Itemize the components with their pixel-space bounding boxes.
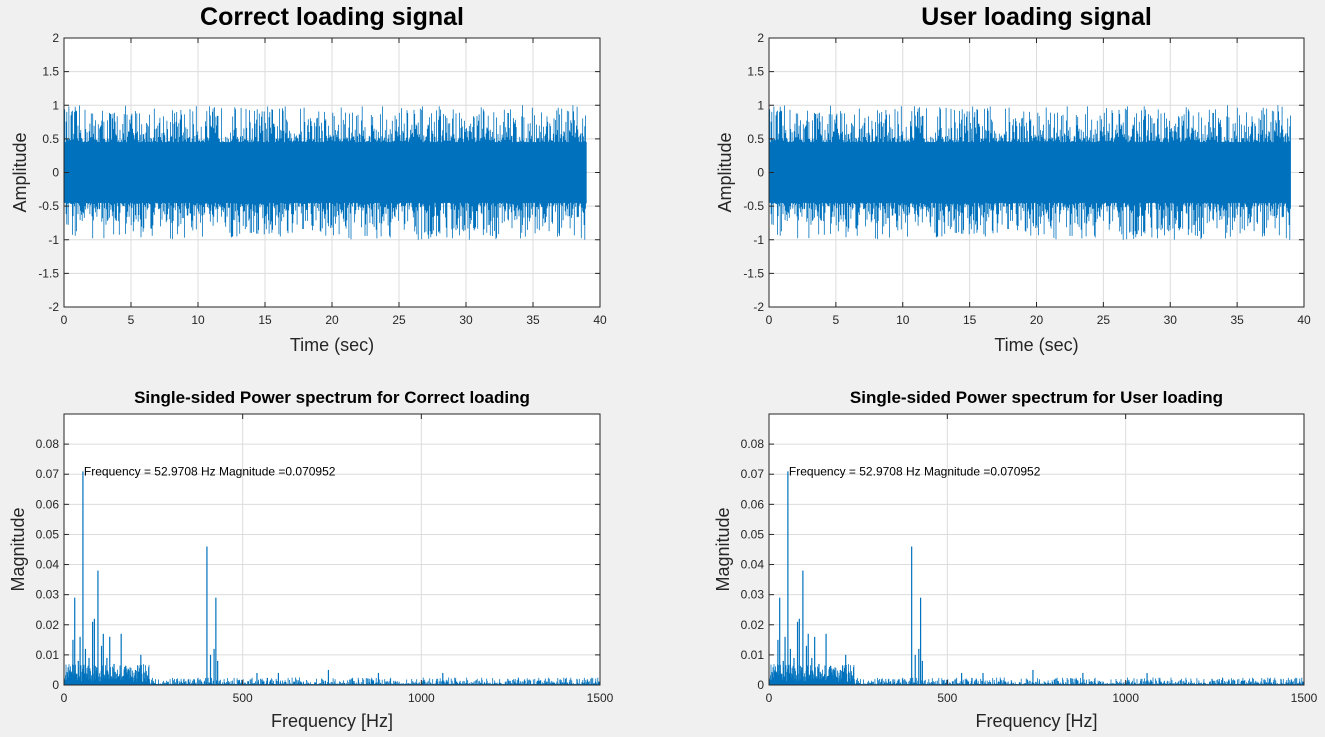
x-tick-label: 1000 <box>408 691 435 705</box>
y-axis-label: Magnitude <box>713 507 733 591</box>
x-tick-label: 500 <box>233 691 253 705</box>
x-tick-label: 0 <box>61 691 68 705</box>
x-tick-label: 0 <box>61 313 68 327</box>
chart-panel-2: 0 5 10 15 20 25 30 35 40 2 1.5 1 0.5 0 -0.5 -1 -1.5 -2 Use… <box>715 3 1311 355</box>
y-tick-label: 0.02 <box>741 618 765 632</box>
x-tick-label: 30 <box>1164 313 1178 327</box>
y-tick-label: 0 <box>52 166 59 180</box>
x-tick-label: 15 <box>963 313 977 327</box>
x-tick-label: 0 <box>766 313 773 327</box>
y-tick-label: 0.04 <box>36 558 60 572</box>
x-tick-label: 5 <box>128 313 135 327</box>
y-tick-label: 0.5 <box>42 132 59 146</box>
x-tick-label: 35 <box>1230 313 1244 327</box>
y-tick-label: 0.04 <box>741 558 765 572</box>
y-tick-label: 1.5 <box>747 65 764 79</box>
peak-annotation: Frequency = 52.9708 Hz Magnitude =0.0709… <box>84 464 336 478</box>
y-tick-label: 1 <box>757 98 764 112</box>
y-tick-label: 0.01 <box>741 648 765 662</box>
y-tick-label: 0.03 <box>36 588 60 602</box>
x-tick-label: 25 <box>1097 313 1111 327</box>
x-axis-label: Time (sec) <box>290 335 374 355</box>
x-tick-label: 500 <box>937 691 957 705</box>
y-tick-label: 0.03 <box>741 588 765 602</box>
y-axis-label: Amplitude <box>715 132 735 212</box>
x-tick-label: 5 <box>833 313 840 327</box>
y-tick-label: 0 <box>757 678 764 692</box>
y-tick-label: 0.08 <box>741 437 765 451</box>
chart-title: User loading signal <box>921 3 1152 31</box>
y-tick-label: 0.07 <box>36 467 60 481</box>
chart-panel-1: 0 5 10 15 20 25 30 35 40 2 1.5 1 0.5 0 -0.5 -1 -1.5 -2 Cor… <box>10 3 607 355</box>
y-tick-label: 0.08 <box>36 437 60 451</box>
y-tick-label: -1.5 <box>743 266 764 280</box>
y-tick-label: 0.06 <box>36 497 60 511</box>
x-tick-label: 15 <box>258 313 272 327</box>
y-tick-label: 2 <box>757 31 764 45</box>
chart-title: Correct loading signal <box>200 3 464 31</box>
y-tick-label: 0.05 <box>36 527 60 541</box>
y-tick-label: -1.5 <box>38 266 59 280</box>
x-tick-label: 40 <box>593 313 607 327</box>
plot-area <box>769 414 1304 685</box>
x-tick-label: 10 <box>896 313 910 327</box>
chart-panel-3: Frequency = 52.9708 Hz Magnitude =0.0709… <box>8 388 614 731</box>
plot-area <box>64 414 600 685</box>
y-tick-label: 0.05 <box>741 527 765 541</box>
chart-title: Single-sided Power spectrum for Correct … <box>134 388 530 407</box>
x-axis-label: Time (sec) <box>994 335 1078 355</box>
x-tick-label: 30 <box>459 313 473 327</box>
y-tick-label: -0.5 <box>38 199 59 213</box>
y-axis-label: Amplitude <box>10 132 30 212</box>
x-tick-label: 40 <box>1297 313 1311 327</box>
y-tick-label: -1 <box>753 233 764 247</box>
x-tick-label: 35 <box>526 313 540 327</box>
y-tick-label: -1 <box>48 233 59 247</box>
y-tick-label: 2 <box>52 31 59 45</box>
chart-title: Single-sided Power spectrum for User loa… <box>850 388 1223 407</box>
y-tick-label: 1.5 <box>42 65 59 79</box>
chart-panel-4: Frequency = 52.9708 Hz Magnitude =0.0709… <box>713 388 1318 731</box>
x-tick-label: 1500 <box>587 691 614 705</box>
x-axis-label: Frequency [Hz] <box>271 711 393 731</box>
y-tick-label: 0.5 <box>747 132 764 146</box>
y-tick-label: 0.01 <box>36 648 60 662</box>
y-tick-label: -0.5 <box>743 199 764 213</box>
x-tick-label: 0 <box>766 691 773 705</box>
x-tick-label: 1500 <box>1291 691 1318 705</box>
y-axis-label: Magnitude <box>8 507 28 591</box>
plot-frame <box>63 413 601 686</box>
y-tick-label: 0 <box>757 166 764 180</box>
x-tick-label: 20 <box>1030 313 1044 327</box>
plot-frame <box>768 413 1305 686</box>
x-tick-label: 25 <box>392 313 406 327</box>
y-tick-label: 1 <box>52 98 59 112</box>
x-axis-label: Frequency [Hz] <box>975 711 1097 731</box>
y-tick-label: -2 <box>753 300 764 314</box>
peak-annotation: Frequency = 52.9708 Hz Magnitude =0.0709… <box>789 464 1041 478</box>
y-tick-label: 0.07 <box>741 467 765 481</box>
y-tick-label: 0.06 <box>741 497 765 511</box>
y-tick-label: -2 <box>48 300 59 314</box>
x-tick-label: 20 <box>325 313 339 327</box>
y-tick-label: 0 <box>52 678 59 692</box>
x-tick-label: 1000 <box>1112 691 1139 705</box>
y-tick-label: 0.02 <box>36 618 60 632</box>
x-tick-label: 10 <box>191 313 205 327</box>
